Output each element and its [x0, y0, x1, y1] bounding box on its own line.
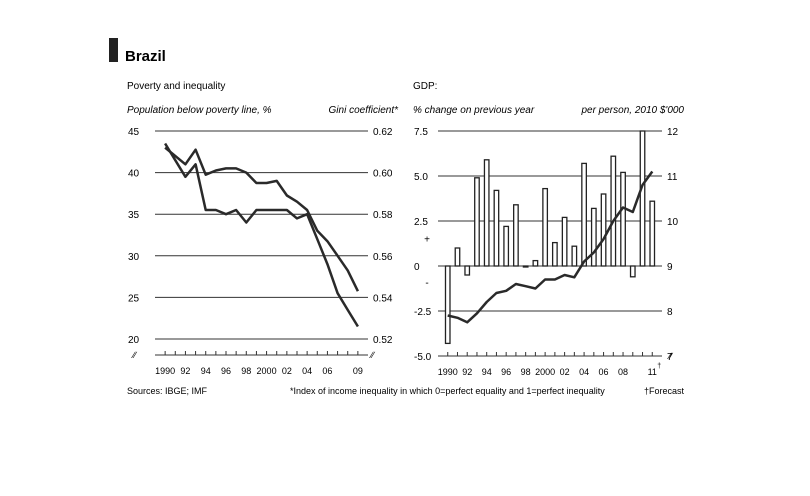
gdp-x-tick-label: 98: [521, 367, 531, 377]
chart-title-poverty: Poverty and inequality: [127, 81, 225, 92]
gdp-chart: GDP: % change on previous year per perso…: [413, 81, 684, 377]
gdp-right-tick-label: 7: [667, 352, 673, 363]
poverty-x-tick-label: 1990: [155, 366, 175, 376]
poverty-right-tick-label: 0.62: [373, 127, 393, 138]
gdp-left-tick-label: 7.5: [414, 127, 428, 138]
chart-title-gdp: GDP:: [413, 81, 437, 92]
gdp-growth-bar: [464, 265, 471, 276]
gdp-x-tick-label: 96: [501, 367, 511, 377]
gdp-growth-bar: [600, 193, 607, 267]
gdp-left-tick-label: -5.0: [414, 352, 432, 363]
gdp-growth-bar: [649, 200, 656, 267]
gdp-right-axis-label: per person, 2010 $'000: [580, 105, 684, 116]
gdp-x-tick-label: 11: [648, 367, 657, 377]
gdp-growth-bar: [629, 265, 636, 278]
poverty-left-tick-label: 20: [128, 335, 140, 346]
gdp-growth-bar: [551, 241, 558, 267]
poverty-left-tick-label: 25: [128, 293, 140, 304]
gdp-left-tick-label: 2.5: [414, 217, 428, 228]
gdp-growth-bar: [571, 245, 578, 267]
poverty-right-axis-label: Gini coefficient*: [329, 105, 400, 116]
title-marker: [109, 38, 118, 62]
gdp-right-tick-label: 12: [667, 127, 679, 138]
gdp-growth-bar: [454, 247, 461, 267]
poverty-axis-break-right: ∕∕: [369, 350, 376, 360]
gdp-growth-bar: [474, 177, 480, 267]
gdp-x-tick-label: 94: [482, 367, 492, 377]
gdp-growth-bar: [513, 204, 519, 267]
footer-sources: Sources: IBGE; IMF: [127, 386, 208, 396]
poverty-x-tick-label: 96: [221, 366, 231, 376]
gdp-growth-bar: [590, 207, 597, 267]
poverty-left-tick-label: 30: [128, 252, 140, 263]
poverty-x-tick-label: 02: [282, 366, 292, 376]
gdp-plus-sign: +: [424, 235, 430, 246]
gdp-minus-sign: -: [425, 278, 428, 289]
figure-title: Brazil: [125, 48, 166, 65]
poverty-right-tick-label: 0.54: [373, 293, 393, 304]
gini-coefficient-line: [164, 146, 360, 292]
poverty-x-tick-label: 92: [180, 366, 190, 376]
poverty-x-tick-label: 98: [241, 366, 251, 376]
poverty-x-tick-label: 94: [201, 366, 211, 376]
gdp-right-tick-label: 9: [667, 262, 673, 273]
footer-forecast: †Forecast: [644, 386, 685, 396]
gdp-x-tick-label: 06: [599, 367, 609, 377]
poverty-left-tick-label: 45: [128, 127, 140, 138]
poverty-x-tick-label: 2000: [257, 366, 277, 376]
gdp-left-tick-label: 0: [414, 262, 420, 273]
poverty-left-axis-label: Population below poverty line, %: [127, 105, 272, 116]
gdp-x-tick-label: 1990: [438, 367, 458, 377]
gdp-growth-bar: [639, 130, 646, 267]
gdp-x-tick-label: 04: [579, 367, 589, 377]
poverty-left-tick-label: 40: [128, 169, 140, 180]
poverty-right-tick-label: 0.58: [373, 210, 393, 221]
poverty-right-tick-label: 0.60: [373, 169, 393, 180]
gdp-per-person-line: [447, 170, 654, 324]
footer-note: *Index of income inequality in which 0=p…: [290, 386, 605, 396]
gdp-growth-bar: [561, 216, 568, 267]
poverty-left-tick-label: 35: [128, 210, 140, 221]
gdp-x-tick-label: 92: [462, 367, 472, 377]
gdp-x-tick-label: 08: [618, 367, 628, 377]
gdp-growth-bar: [542, 187, 549, 267]
gdp-growth-bar: [483, 159, 490, 267]
gdp-growth-bar: [522, 265, 529, 268]
gdp-left-tick-label: -2.5: [414, 307, 432, 318]
gdp-x-tick-label: 2000: [535, 367, 555, 377]
gdp-left-tick-label: 5.0: [414, 172, 428, 183]
poverty-x-tick-label: 09: [353, 366, 363, 376]
gdp-forecast-mark: †: [657, 363, 661, 370]
gdp-growth-bar: [620, 171, 626, 267]
gdp-growth-bar: [532, 259, 539, 267]
gdp-right-tick-label: 8: [667, 307, 673, 318]
gdp-growth-bar: [581, 162, 587, 267]
poverty-right-tick-label: 0.52: [373, 335, 393, 346]
gdp-left-axis-label: % change on previous year: [413, 105, 535, 116]
poverty-x-tick-label: 04: [302, 366, 312, 376]
gdp-x-tick-label: 02: [560, 367, 570, 377]
poverty-line: [164, 142, 359, 328]
gdp-right-tick-label: 11: [667, 172, 678, 183]
poverty-axis-break-left: ∕∕: [131, 350, 138, 360]
poverty-x-tick-label: 06: [322, 366, 332, 376]
gdp-axis-break: ∕∕: [667, 351, 674, 361]
gdp-growth-bar: [610, 155, 617, 267]
poverty-right-tick-label: 0.56: [373, 252, 393, 263]
gdp-right-tick-label: 10: [667, 217, 679, 228]
gdp-growth-bar: [444, 265, 451, 345]
gdp-growth-bar: [493, 189, 500, 267]
gdp-growth-bar: [503, 225, 510, 267]
poverty-inequality-chart: Poverty and inequality Population below …: [127, 81, 399, 376]
